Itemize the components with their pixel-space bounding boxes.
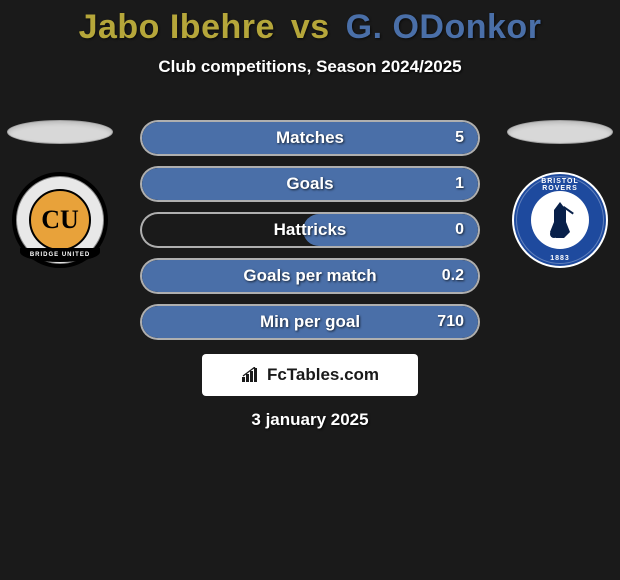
watermark-text: FcTables.com <box>267 365 379 385</box>
stat-value-player2: 1 <box>455 175 464 193</box>
player1-club-logo: CU BRIDGE UNITED <box>12 172 108 268</box>
stat-label: Matches <box>276 128 344 148</box>
stats-list: Matches 5 Goals 1 Hattricks 0 Goals per match 0… <box>140 120 480 350</box>
bar-chart-icon <box>241 367 261 383</box>
stat-label: Goals per match <box>243 266 376 286</box>
stat-value-player2: 710 <box>437 313 464 331</box>
player2-shadow-ellipse <box>507 120 613 144</box>
logo-cu-initials: CU <box>41 205 79 235</box>
vs-separator: vs <box>291 8 330 46</box>
player2-name: G. ODonkor <box>346 8 542 46</box>
page-title: Jabo Ibehre vs G. ODonkor <box>0 0 620 47</box>
stat-row: Goals 1 <box>140 166 480 202</box>
watermark-badge: FcTables.com <box>202 354 418 396</box>
logo-br-arc-top: BRISTOL ROVERS <box>536 178 584 192</box>
logo-cu-band: BRIDGE UNITED <box>30 252 90 258</box>
player2-column: BRISTOL ROVERS 1883 <box>500 120 620 268</box>
logo-br-arc-bot: 1883 <box>550 255 570 262</box>
stat-value-player2: 0 <box>455 221 464 239</box>
player1-shadow-ellipse <box>7 120 113 144</box>
comparison-infographic: Jabo Ibehre vs G. ODonkor Club competiti… <box>0 0 620 580</box>
stat-label: Hattricks <box>274 220 347 240</box>
stat-label: Min per goal <box>260 312 360 332</box>
player1-name: Jabo Ibehre <box>79 8 275 46</box>
stat-value-player2: 5 <box>455 129 464 147</box>
pirate-icon <box>540 198 580 242</box>
stat-row: Goals per match 0.2 <box>140 258 480 294</box>
stat-row: Min per goal 710 <box>140 304 480 340</box>
stat-row: Matches 5 <box>140 120 480 156</box>
stat-row: Hattricks 0 <box>140 212 480 248</box>
player2-club-logo: BRISTOL ROVERS 1883 <box>512 172 608 268</box>
stat-value-player2: 0.2 <box>442 267 464 285</box>
player1-column: CU BRIDGE UNITED <box>0 120 120 268</box>
stat-label: Goals <box>286 174 333 194</box>
date-label: 3 january 2025 <box>0 410 620 430</box>
subtitle: Club competitions, Season 2024/2025 <box>0 57 620 77</box>
